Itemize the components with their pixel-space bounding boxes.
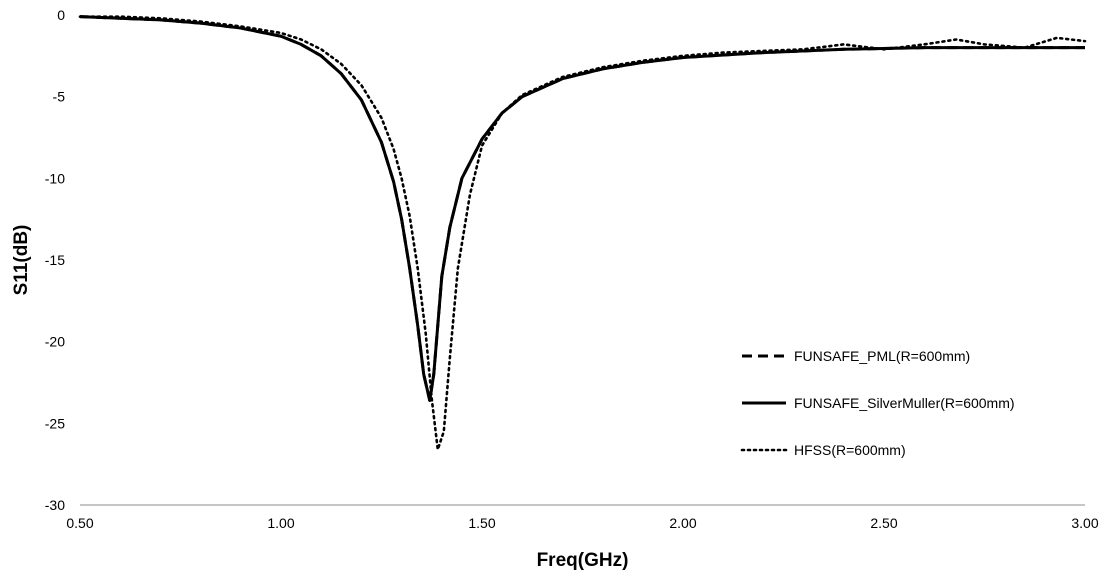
x-tick-label: 0.50: [66, 515, 93, 531]
tick-labels: 0.50 1.00 1.50 2.00 2.50 3.00 0 -5 -10 -15 -20 -25 -…: [45, 7, 1099, 531]
y-tick-label: 0: [57, 7, 65, 23]
series-line-3: [78, 15, 1087, 451]
y-axis-title: S11(dB): [11, 225, 32, 296]
legend-label: FUNSAFE_PML(R=600mm): [794, 348, 970, 364]
y-tick-label: -15: [45, 252, 65, 268]
x-tick-label: 1.50: [468, 515, 495, 531]
x-tick-label: 2.00: [669, 515, 696, 531]
y-tick-label: -30: [45, 497, 65, 513]
x-tick-label: 1.00: [267, 515, 294, 531]
x-axis-title: Freq(GHz): [537, 550, 629, 571]
x-tick-label: 2.50: [870, 515, 897, 531]
legend-label: FUNSAFE_SilverMuller(R=600mm): [794, 395, 1015, 411]
series-lines: [78, 15, 1087, 451]
y-tick-label: -10: [45, 170, 65, 186]
legend: FUNSAFE_PML(R=600mm) FUNSAFE_SilverMuller…: [740, 348, 1015, 458]
x-tick-label: 3.00: [1071, 515, 1098, 531]
legend-label: HFSS(R=600mm): [794, 442, 906, 458]
series-line-2: [79, 15, 1085, 402]
y-tick-label: -20: [45, 334, 65, 350]
y-tick-label: -5: [53, 89, 66, 105]
y-tick-label: -25: [45, 415, 65, 431]
